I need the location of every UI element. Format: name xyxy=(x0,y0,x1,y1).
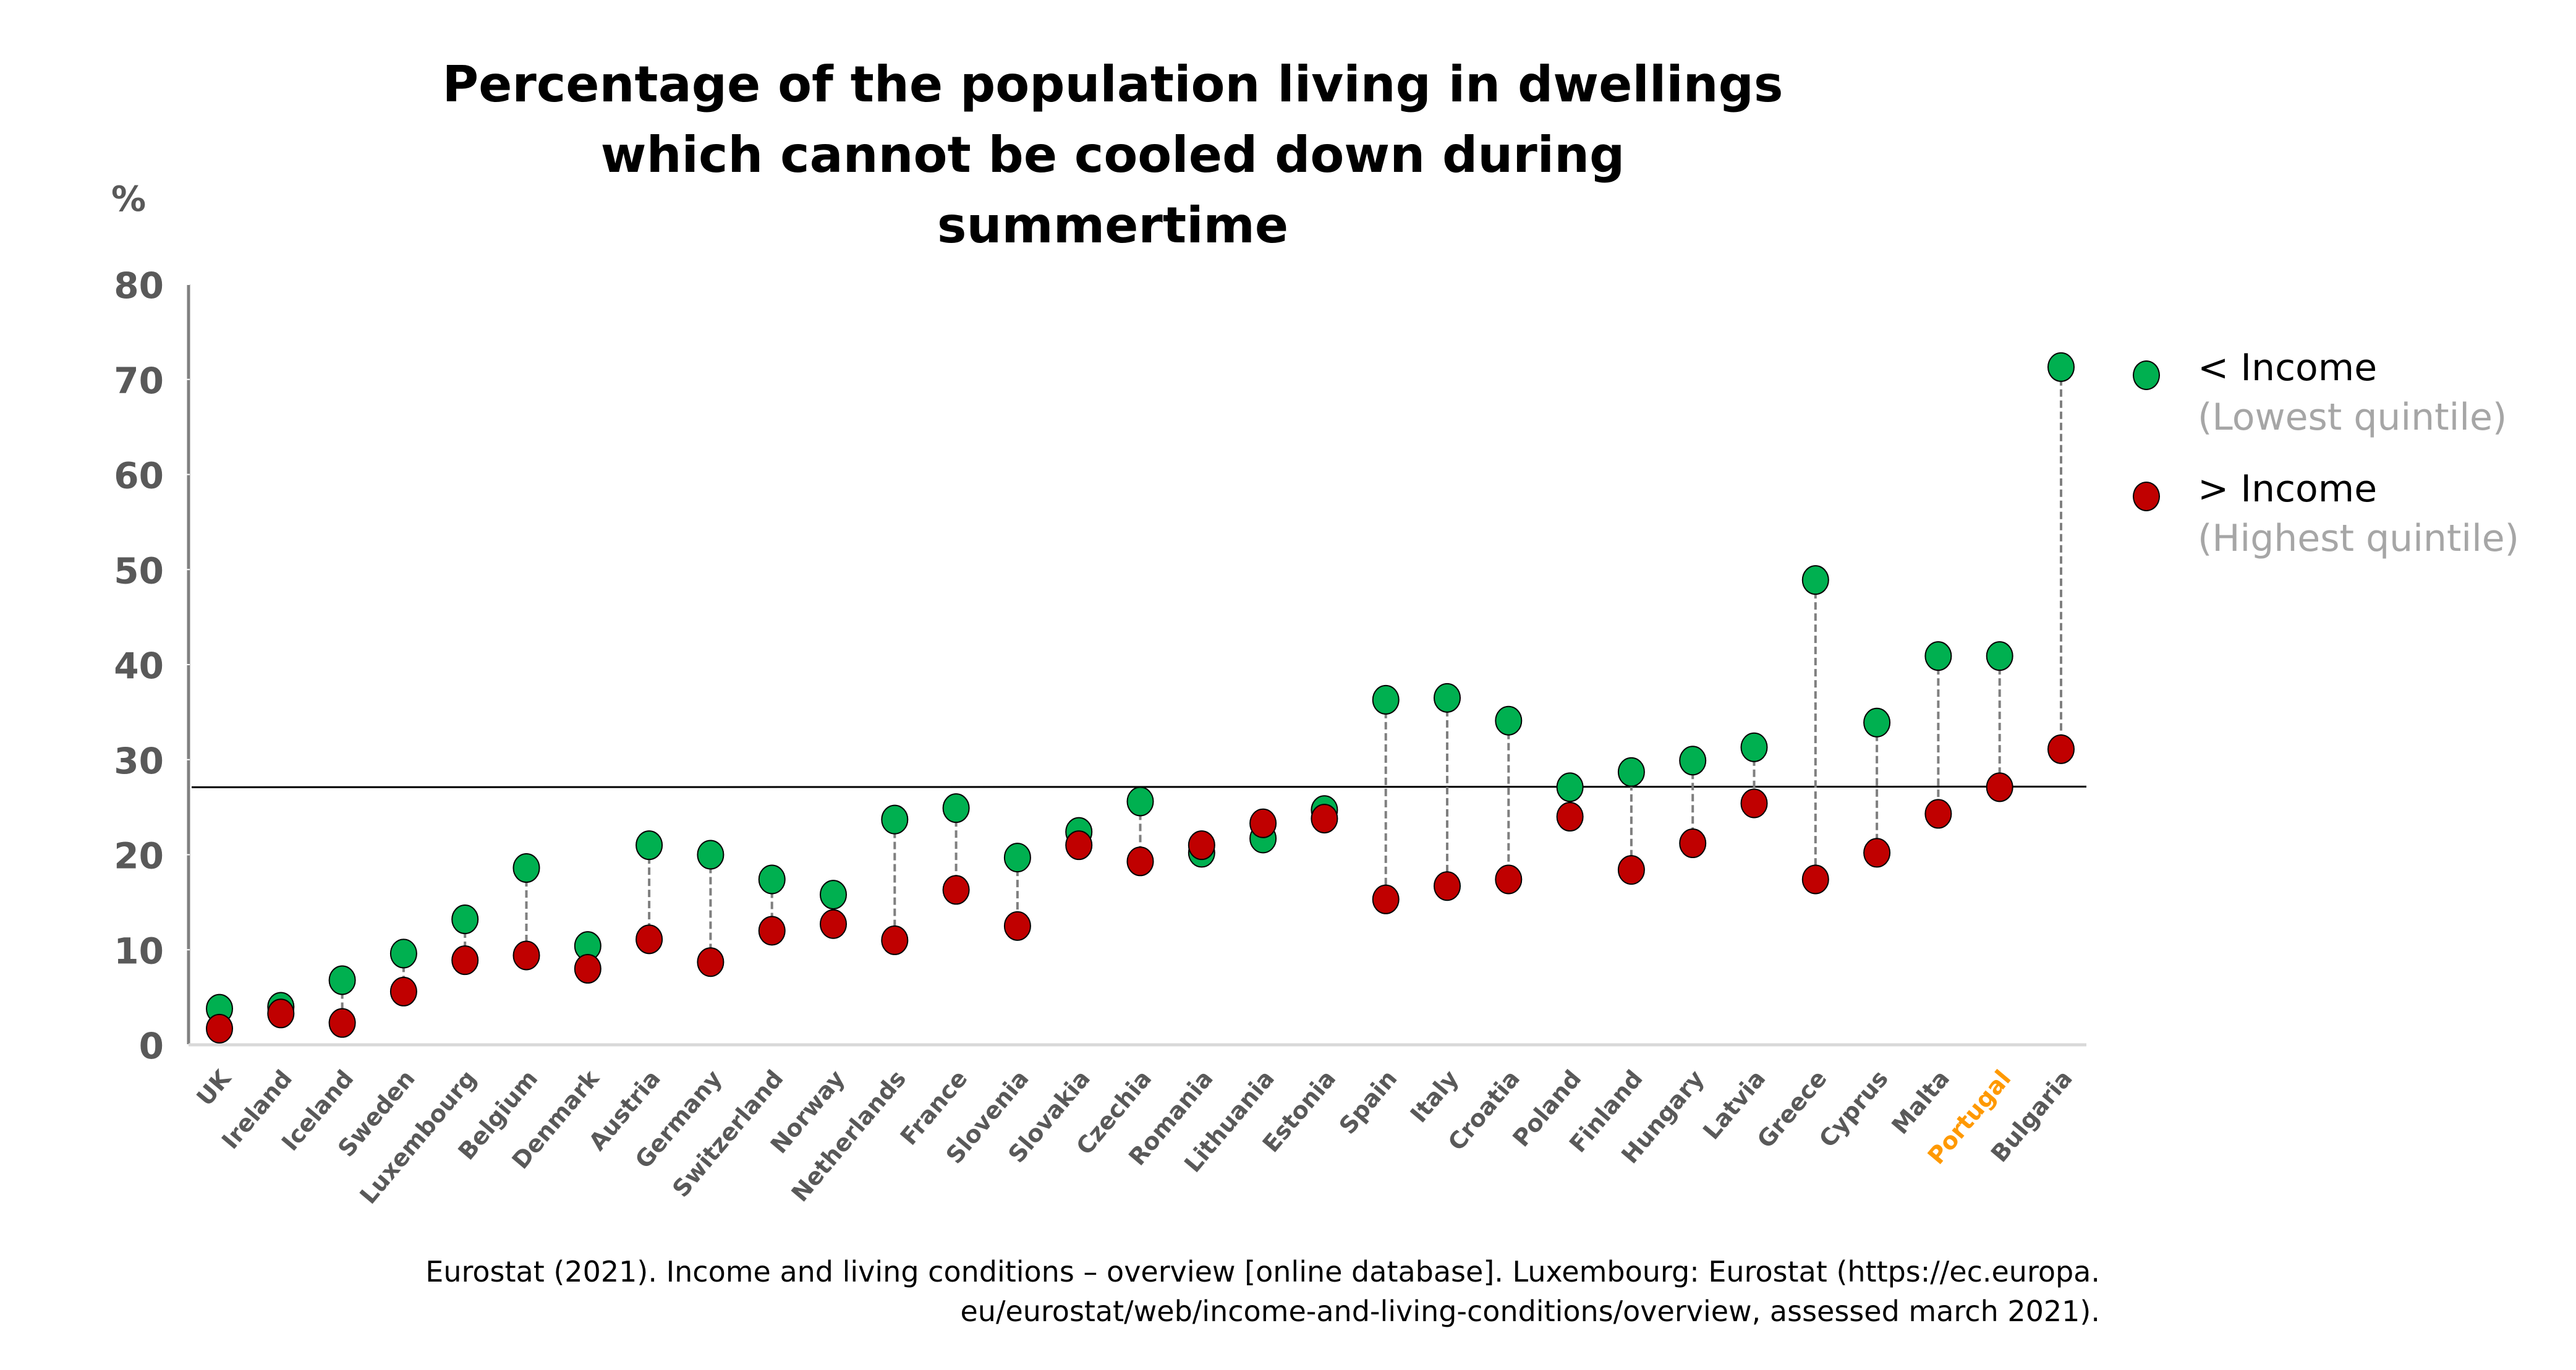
legend-item-lowest-quintile: < Income (Lowest quintile) xyxy=(2127,343,2519,442)
point-highest-quintile xyxy=(697,947,725,977)
point-lowest-quintile xyxy=(1617,757,1645,787)
chart-title-line-1: Percentage of the population living in d… xyxy=(442,56,1783,113)
chart-title: Percentage of the population living in d… xyxy=(346,49,1879,261)
point-lowest-quintile xyxy=(1801,565,1829,595)
point-highest-quintile xyxy=(267,998,295,1029)
x-tick-label: UK xyxy=(191,1064,236,1111)
point-lowest-quintile xyxy=(697,840,725,870)
point-highest-quintile xyxy=(1249,808,1277,838)
y-tick-label: 40 xyxy=(114,645,164,687)
point-highest-quintile xyxy=(2047,734,2075,764)
point-highest-quintile xyxy=(574,954,601,984)
source-line-1: Eurostat (2021). Income and living condi… xyxy=(425,1255,2100,1288)
point-highest-quintile xyxy=(1679,828,1707,859)
point-highest-quintile xyxy=(1188,830,1215,861)
point-lowest-quintile xyxy=(1986,641,2013,671)
point-lowest-quintile xyxy=(1863,707,1891,738)
y-tick-label: 80 xyxy=(114,265,164,307)
data-points xyxy=(206,352,2075,1044)
point-highest-quintile xyxy=(1495,864,1523,895)
legend: < Income (Lowest quintile) > Income (Hig… xyxy=(2127,343,2519,585)
y-axis: 0 10 20 30 40 50 60 70 80 xyxy=(114,265,190,1067)
point-highest-quintile xyxy=(206,1013,233,1044)
point-highest-quintile xyxy=(1372,884,1400,914)
y-tick-label: 20 xyxy=(114,835,164,877)
point-highest-quintile xyxy=(1065,830,1093,861)
point-highest-quintile xyxy=(1434,871,1461,901)
point-highest-quintile xyxy=(1986,772,2013,802)
point-lowest-quintile xyxy=(1434,683,1461,713)
point-lowest-quintile xyxy=(820,880,847,910)
legend-red-dot-icon xyxy=(2133,482,2160,511)
y-tick-label: 0 xyxy=(139,1025,164,1067)
x-tick-label: Switzerland xyxy=(667,1065,788,1202)
chart-title-line-3: summertime xyxy=(937,197,1289,254)
point-highest-quintile xyxy=(389,976,417,1006)
y-tick-label: 60 xyxy=(114,455,164,497)
legend-sublabel: (Lowest quintile) xyxy=(2198,396,2507,439)
point-lowest-quintile xyxy=(635,830,663,861)
point-lowest-quintile xyxy=(758,864,786,895)
legend-label: > Income xyxy=(2198,467,2378,511)
point-highest-quintile xyxy=(512,940,540,971)
point-lowest-quintile xyxy=(942,793,970,823)
point-highest-quintile xyxy=(758,916,786,946)
point-lowest-quintile xyxy=(451,904,479,935)
point-lowest-quintile xyxy=(1740,732,1768,762)
point-lowest-quintile xyxy=(1679,746,1707,776)
y-tick-label: 50 xyxy=(114,550,164,592)
point-lowest-quintile xyxy=(389,938,417,969)
point-lowest-quintile xyxy=(1924,641,1952,671)
point-lowest-quintile xyxy=(328,965,356,995)
point-highest-quintile xyxy=(1740,788,1768,819)
y-tick-label: 30 xyxy=(114,740,164,782)
point-highest-quintile xyxy=(1617,855,1645,885)
point-highest-quintile xyxy=(1003,911,1031,941)
x-tick-labels: UKIrelandIcelandSwedenLuxembourgBelgiumD… xyxy=(191,1064,2077,1209)
point-highest-quintile xyxy=(1863,838,1891,868)
connectors xyxy=(218,367,2062,1029)
point-lowest-quintile xyxy=(1495,705,1523,736)
point-lowest-quintile xyxy=(2047,352,2075,382)
source-citation: Eurostat (2021). Income and living condi… xyxy=(122,1252,2100,1331)
x-tick-label: Italy xyxy=(1405,1065,1464,1128)
point-highest-quintile xyxy=(942,875,970,905)
x-tick-label: Spain xyxy=(1334,1065,1403,1139)
point-highest-quintile xyxy=(1556,802,1584,832)
point-lowest-quintile xyxy=(881,804,909,835)
chart-title-line-2: which cannot be cooled down during xyxy=(600,126,1625,184)
legend-green-dot-icon xyxy=(2133,360,2160,390)
source-line-2: eu/eurostat/web/income-and-living-condit… xyxy=(960,1295,2100,1328)
y-axis-unit-label: % xyxy=(111,179,147,219)
point-highest-quintile xyxy=(451,945,479,976)
point-lowest-quintile xyxy=(1126,786,1154,817)
point-highest-quintile xyxy=(1801,864,1829,895)
point-highest-quintile xyxy=(881,925,909,955)
legend-label: < Income xyxy=(2198,346,2378,389)
point-highest-quintile xyxy=(1126,846,1154,877)
point-highest-quintile xyxy=(820,909,847,939)
point-lowest-quintile xyxy=(512,853,540,883)
y-tick-label: 10 xyxy=(114,930,164,972)
dumbbell-chart: 0 10 20 30 40 50 60 70 80 UKIrelandIcelandSweden… xyxy=(114,265,2087,1209)
point-highest-quintile xyxy=(328,1008,356,1038)
legend-item-highest-quintile: > Income (Highest quintile) xyxy=(2127,464,2519,563)
point-highest-quintile xyxy=(635,924,663,955)
point-highest-quintile xyxy=(1311,804,1338,834)
point-lowest-quintile xyxy=(1556,772,1584,802)
point-lowest-quintile xyxy=(1372,684,1400,715)
point-highest-quintile xyxy=(1924,799,1952,829)
y-tick-label: 70 xyxy=(114,360,164,402)
point-lowest-quintile xyxy=(1003,843,1031,873)
legend-sublabel: (Highest quintile) xyxy=(2198,517,2520,560)
